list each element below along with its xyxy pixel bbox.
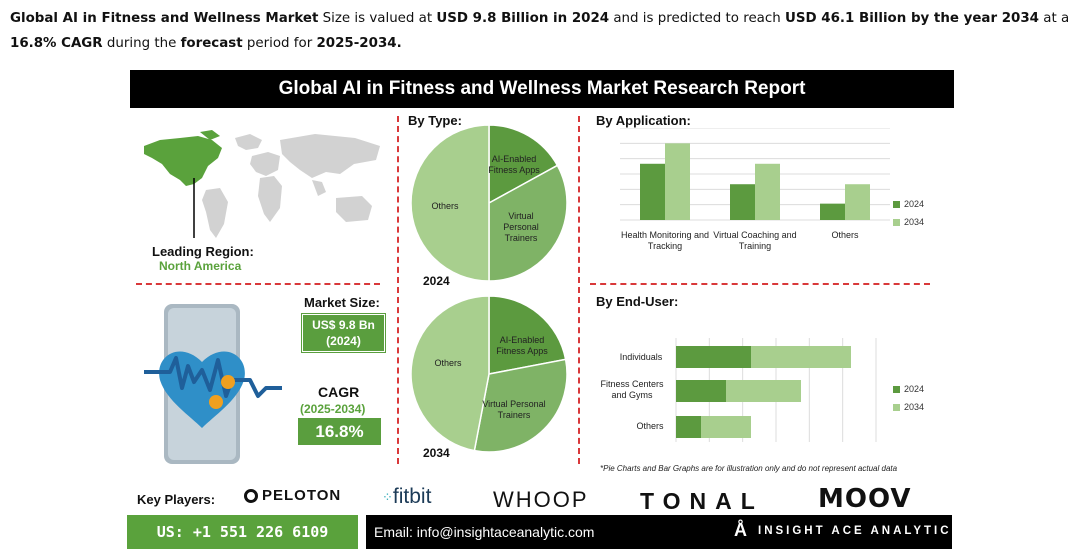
- user-bar-2024-0: [676, 346, 751, 368]
- fitbit-name: fitbit: [392, 485, 432, 508]
- type-left-divider: [397, 116, 399, 464]
- intro-bold-9: forecast: [180, 36, 243, 51]
- user-bar-2034-2: [701, 416, 751, 438]
- intro-bold-11: 2025-2034.: [316, 36, 402, 51]
- tonal-logo: TONAL: [640, 488, 764, 514]
- insight-ace-logo-icon: Å: [734, 520, 747, 540]
- key-players-label: Key Players:: [137, 492, 216, 507]
- intro-text-8: during the: [102, 36, 181, 51]
- user-legend-2024: 2024: [893, 384, 924, 394]
- pie-2034-slice-1: [473, 358, 568, 453]
- type-right-divider: [578, 116, 580, 464]
- brand-name: INSIGHT ACE ANALYTIC: [758, 525, 952, 537]
- user-legend-label-2034: 2034: [904, 402, 925, 412]
- cagr-value: 16.8%: [298, 418, 381, 445]
- market-size-value: US$ 9.8 Bn: [312, 318, 375, 332]
- pie-2024-label-ai-apps: AI-Enabled Fitness Apps: [488, 154, 540, 175]
- peloton-logo: PELOTON: [244, 487, 341, 504]
- app-cat-label-0: Health Monitoring and Tracking: [620, 230, 710, 251]
- app-cat-label-1: Virtual Coaching and Training: [713, 230, 797, 251]
- report-banner: Global AI in Fitness and Wellness Market…: [130, 70, 954, 108]
- application-bar-chart: [620, 128, 890, 221]
- user-bar-2034-1: [726, 380, 801, 402]
- right-divider: [590, 283, 930, 285]
- cagr-period: (2025-2034): [300, 402, 366, 416]
- cagr-label: CAGR: [318, 384, 360, 400]
- app-bar-2034-0: [665, 143, 690, 220]
- fitbit-dots-icon: ⁘: [382, 489, 393, 505]
- pie-2034-slice-2: [410, 295, 490, 452]
- phone-contact: US: +1 551 226 6109: [127, 515, 358, 549]
- market-size-label: Market Size:: [304, 295, 380, 310]
- intro-bold-1: Global AI in Fitness and Wellness Market: [10, 11, 319, 26]
- by-application-title: By Application:: [596, 113, 691, 128]
- app-bar-2024-0: [640, 163, 665, 220]
- user-cat-label-2: Others: [636, 421, 664, 431]
- app-legend-swatch-2034: [893, 219, 900, 227]
- pie-2024-slice-2: [410, 124, 490, 282]
- market-size-value-box: US$ 9.8 Bn (2024): [303, 315, 384, 351]
- intro-bold-3: USD 9.8 Billion in 2024: [436, 11, 610, 26]
- peloton-name: PELOTON: [262, 487, 342, 504]
- pie-2034-label-others: Others: [434, 358, 462, 368]
- illustration-note: *Pie Charts and Bar Graphs are for illus…: [600, 464, 898, 473]
- intro-paragraph: Global AI in Fitness and Wellness Market…: [10, 6, 1072, 56]
- pie-2024-label-others: Others: [431, 201, 459, 211]
- pie-2034-slice-0: [488, 295, 567, 375]
- intro-bold-5: USD 46.1 Billion by the year 2034: [785, 11, 1039, 26]
- app-legend-2024: 2024: [893, 199, 924, 209]
- app-legend-label-2024: 2024: [904, 199, 925, 209]
- world-map-icon: [144, 130, 380, 238]
- app-bar-2024-1: [730, 184, 755, 220]
- user-bar-2024-1: [676, 380, 726, 402]
- user-bar-2024-2: [676, 416, 701, 438]
- app-legend-2034: 2034: [893, 217, 924, 227]
- moov-logo: MOOV: [818, 484, 912, 514]
- pie-2024: [410, 124, 568, 282]
- market-size-year: (2024): [326, 334, 361, 348]
- user-cat-label-0: Individuals: [619, 352, 663, 362]
- pie-2024-slice-0: [488, 124, 559, 205]
- app-bar-2034-1: [755, 163, 780, 220]
- whoop-logo: WHOOP: [493, 487, 589, 512]
- fitbit-logo: ⁘fitbit: [382, 485, 431, 509]
- user-legend-label-2024: 2024: [904, 384, 925, 394]
- peloton-mark-icon: [244, 489, 258, 504]
- user-cat-label-1: Fitness Centers and Gyms: [600, 379, 664, 400]
- market-size-box: US$ 9.8 Bn (2024): [301, 313, 386, 353]
- by-end-user-title: By End-User:: [596, 294, 679, 309]
- intro-text-4: and is predicted to reach: [609, 11, 785, 26]
- pie-2024-label-virtual-trainers: Virtual Personal Trainers: [503, 211, 539, 243]
- leading-region-value: North America: [159, 259, 242, 273]
- pie-2034-label-ai-apps: AI-Enabled Fitness Apps: [496, 335, 548, 356]
- user-legend-swatch-2024: [893, 386, 900, 394]
- email-contact: Email: info@insightaceanalytic.com: [374, 524, 595, 540]
- left-divider: [136, 283, 380, 285]
- app-bar-2024-2: [820, 203, 845, 220]
- app-legend-swatch-2024: [893, 201, 900, 209]
- pie-2034-year: 2034: [423, 446, 450, 460]
- intro-text-2: Size is valued at: [318, 11, 437, 26]
- leading-region-label: Leading Region:: [152, 244, 254, 259]
- user-legend-swatch-2034: [893, 404, 900, 412]
- intro-text-6: at a: [1039, 11, 1070, 26]
- pie-2034: [410, 295, 568, 453]
- app-legend-label-2034: 2034: [904, 217, 925, 227]
- app-cat-label-2: Others: [831, 230, 859, 240]
- pie-2024-year: 2024: [423, 274, 450, 288]
- intro-text-10: period for: [242, 36, 317, 51]
- intro-bold-7: 16.8% CAGR: [10, 36, 103, 51]
- heart-monitor-icon: [144, 304, 282, 464]
- footer-bar: Email: info@insightaceanalytic.com Å INS…: [366, 515, 952, 549]
- pie-2024-slice-1: [488, 164, 568, 282]
- app-bar-2034-2: [845, 184, 870, 220]
- user-bar-2034-0: [751, 346, 851, 368]
- user-legend-2034: 2034: [893, 402, 924, 412]
- pie-2034-label-virtual-trainers: Virtual Personal Trainers: [482, 399, 546, 420]
- end-user-bar-chart: [675, 338, 877, 442]
- by-type-title: By Type:: [408, 113, 462, 128]
